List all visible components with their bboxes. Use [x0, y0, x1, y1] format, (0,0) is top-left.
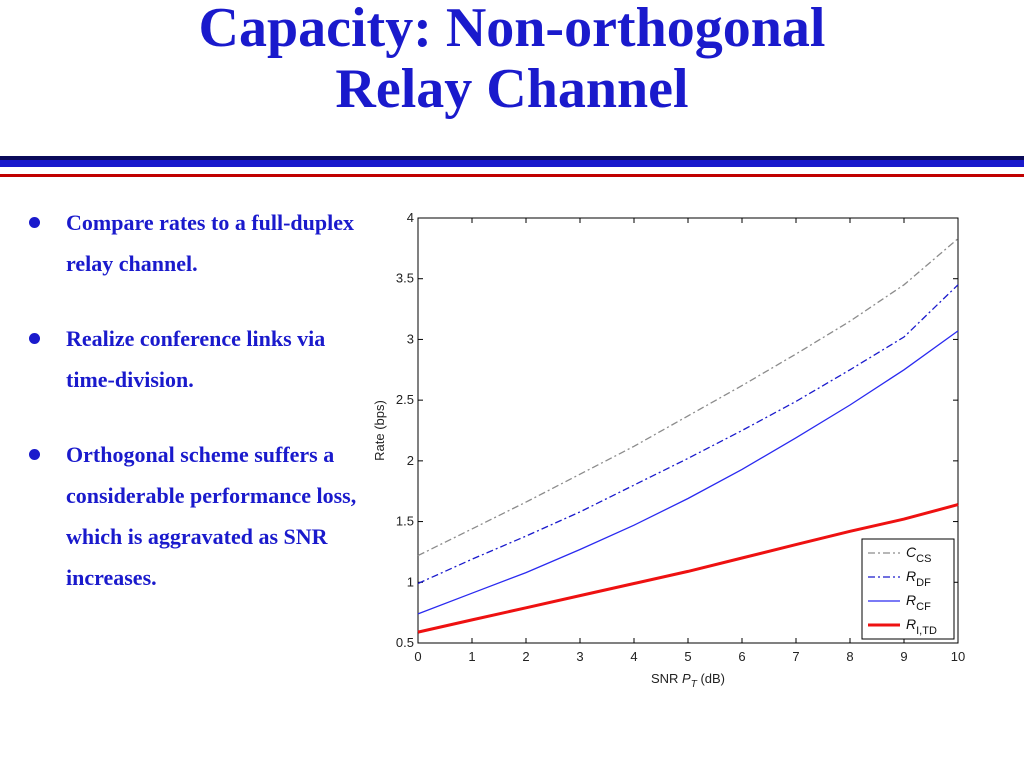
y-tick-label: 1: [407, 574, 414, 589]
y-tick-label: 4: [407, 210, 414, 225]
y-tick-label: 3.5: [396, 271, 414, 286]
bullet-text: Orthogonal scheme suffers a considerable…: [66, 442, 357, 590]
x-tick-label: 7: [792, 649, 799, 664]
y-axis-label: Rate (bps): [372, 400, 387, 461]
y-tick-label: 2: [407, 453, 414, 468]
slide-title: Capacity: Non-orthogonal Relay Channel: [0, 0, 1024, 120]
header-rule-navy: [0, 156, 1024, 160]
legend-label: CCS: [906, 544, 931, 565]
x-tick-label: 5: [684, 649, 691, 664]
x-tick-label: 8: [846, 649, 853, 664]
bullet-text: Realize conference links via time-divisi…: [66, 326, 326, 392]
series-line-r-i-td: [417, 503, 959, 634]
x-tick-label: 6: [738, 649, 745, 664]
series-line-c-cs: [417, 238, 959, 557]
rate-chart: 0 1 2 3 4 5 6 7 8 9 10 0.5 1 1.5 2 2.5 3 3.5 4 SNR PT (dB) R…: [372, 210, 965, 690]
y-tick-label: 3: [407, 331, 414, 346]
y-tick-label: 0.5: [396, 635, 414, 650]
x-tick-label: 1: [468, 649, 475, 664]
x-tick-label: 9: [900, 649, 907, 664]
legend-box: [861, 538, 955, 640]
y-tick-label: 2.5: [396, 392, 414, 407]
bullet-text: Compare rates to a full-duplex relay cha…: [66, 210, 355, 276]
bullet-dot-icon: [29, 333, 40, 344]
x-tick-label: 3: [576, 649, 583, 664]
title-line-2: Relay Channel: [335, 58, 689, 120]
x-axis-label: SNR PT (dB): [651, 671, 725, 690]
y-tick-label: 1.5: [396, 514, 414, 529]
bullet-item: Compare rates to a full-duplex relay cha…: [24, 202, 364, 284]
bullet-list: Compare rates to a full-duplex relay cha…: [24, 202, 364, 632]
legend-label: RI,TD: [906, 616, 937, 637]
bullet-dot-icon: [29, 449, 40, 460]
header-rule-red: [0, 174, 1024, 177]
x-tick-label: 0: [414, 649, 421, 664]
bullet-item: Realize conference links via time-divisi…: [24, 318, 364, 400]
series-line-r-cf: [417, 330, 959, 615]
header-rule-blue: [0, 160, 1024, 167]
legend-label: RCF: [906, 592, 931, 613]
x-tick-label: 4: [630, 649, 637, 664]
bullet-item: Orthogonal scheme suffers a considerable…: [24, 434, 364, 598]
legend-label: RDF: [906, 568, 931, 589]
x-tick-label: 10: [951, 649, 965, 664]
bullet-dot-icon: [29, 217, 40, 228]
x-tick-label: 2: [522, 649, 529, 664]
title-line-1: Capacity: Non-orthogonal: [198, 0, 826, 59]
